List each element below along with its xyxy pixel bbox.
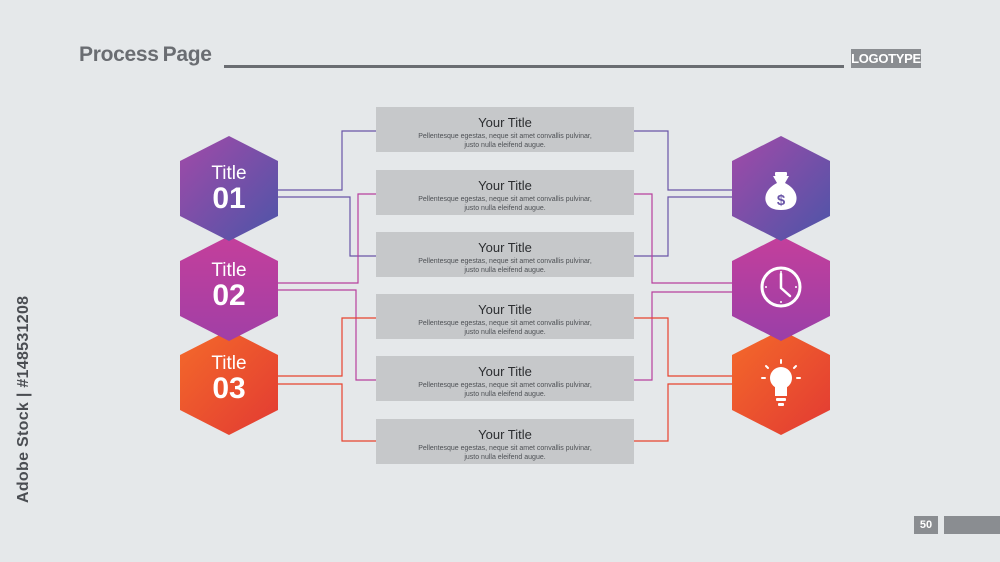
page-title: Process Page — [79, 43, 212, 67]
stock-id: Adobe Stock | #148531208 — [15, 295, 32, 503]
clock-icon — [760, 266, 802, 308]
step-02-title: Title — [211, 260, 247, 281]
connector-03-a — [278, 317, 386, 377]
step-01-label: Title 01 — [179, 164, 279, 214]
text-box-body: Pellentesque egestas, neque sit amet con… — [418, 133, 592, 149]
connector-right-2a — [624, 193, 732, 284]
hexagon-step-01 — [180, 136, 278, 241]
text-box-body: Pellentesque egestas, neque sit amet con… — [418, 196, 592, 212]
page-title-b: Page — [162, 43, 212, 66]
page-title-a: Process — [79, 43, 159, 66]
hexagon-step-02 — [180, 236, 278, 341]
text-box-title: Your Title — [478, 427, 532, 442]
text-box-3: Your Title Pellentesque egestas, neque s… — [376, 232, 634, 277]
connector-right-3b — [624, 383, 732, 442]
svg-text:$: $ — [777, 192, 786, 209]
text-box-title: Your Title — [478, 178, 532, 193]
step-01-title: Title — [211, 163, 247, 184]
connector-02-a — [278, 193, 386, 284]
text-box-title: Your Title — [478, 364, 532, 379]
text-box-body: Pellentesque egestas, neque sit amet con… — [418, 382, 592, 398]
text-box-4: Your Title Pellentesque egestas, neque s… — [376, 294, 634, 339]
text-box-body: Pellentesque egestas, neque sit amet con… — [418, 445, 592, 461]
connector-02-b — [278, 289, 386, 381]
header-rule — [224, 65, 844, 68]
step-02-label: Title 02 — [179, 261, 279, 311]
text-box-1: Your Title Pellentesque egestas, neque s… — [376, 107, 634, 152]
connector-03-b — [278, 383, 386, 442]
money-bag-icon — [765, 172, 797, 210]
page-number: 50 — [914, 516, 938, 534]
connector-01-a — [278, 130, 386, 191]
text-box-title: Your Title — [478, 302, 532, 317]
step-03-label: Title 03 — [179, 354, 279, 404]
step-03-title: Title — [211, 353, 247, 374]
step-02-number: 02 — [212, 279, 246, 312]
text-box-5: Your Title Pellentesque egestas, neque s… — [376, 356, 634, 401]
connector-right-1a — [624, 130, 732, 191]
connector-right-2b — [624, 291, 732, 381]
text-box-title: Your Title — [478, 115, 532, 130]
text-box-body: Pellentesque egestas, neque sit amet con… — [418, 258, 592, 274]
text-box-body: Pellentesque egestas, neque sit amet con… — [418, 320, 592, 336]
connector-right-3a — [624, 317, 732, 377]
step-03-number: 03 — [212, 372, 246, 405]
step-01-number: 01 — [212, 182, 246, 215]
text-box-title: Your Title — [478, 240, 532, 255]
logotype: LOGOTYPE — [851, 49, 921, 68]
hexagon-step-03 — [180, 330, 278, 435]
lightbulb-icon — [761, 359, 801, 406]
text-box-6: Your Title Pellentesque egestas, neque s… — [376, 419, 634, 464]
connector-01-b — [278, 196, 386, 257]
connector-right-1b — [624, 196, 732, 257]
page-bar — [944, 516, 1000, 534]
text-box-2: Your Title Pellentesque egestas, neque s… — [376, 170, 634, 215]
